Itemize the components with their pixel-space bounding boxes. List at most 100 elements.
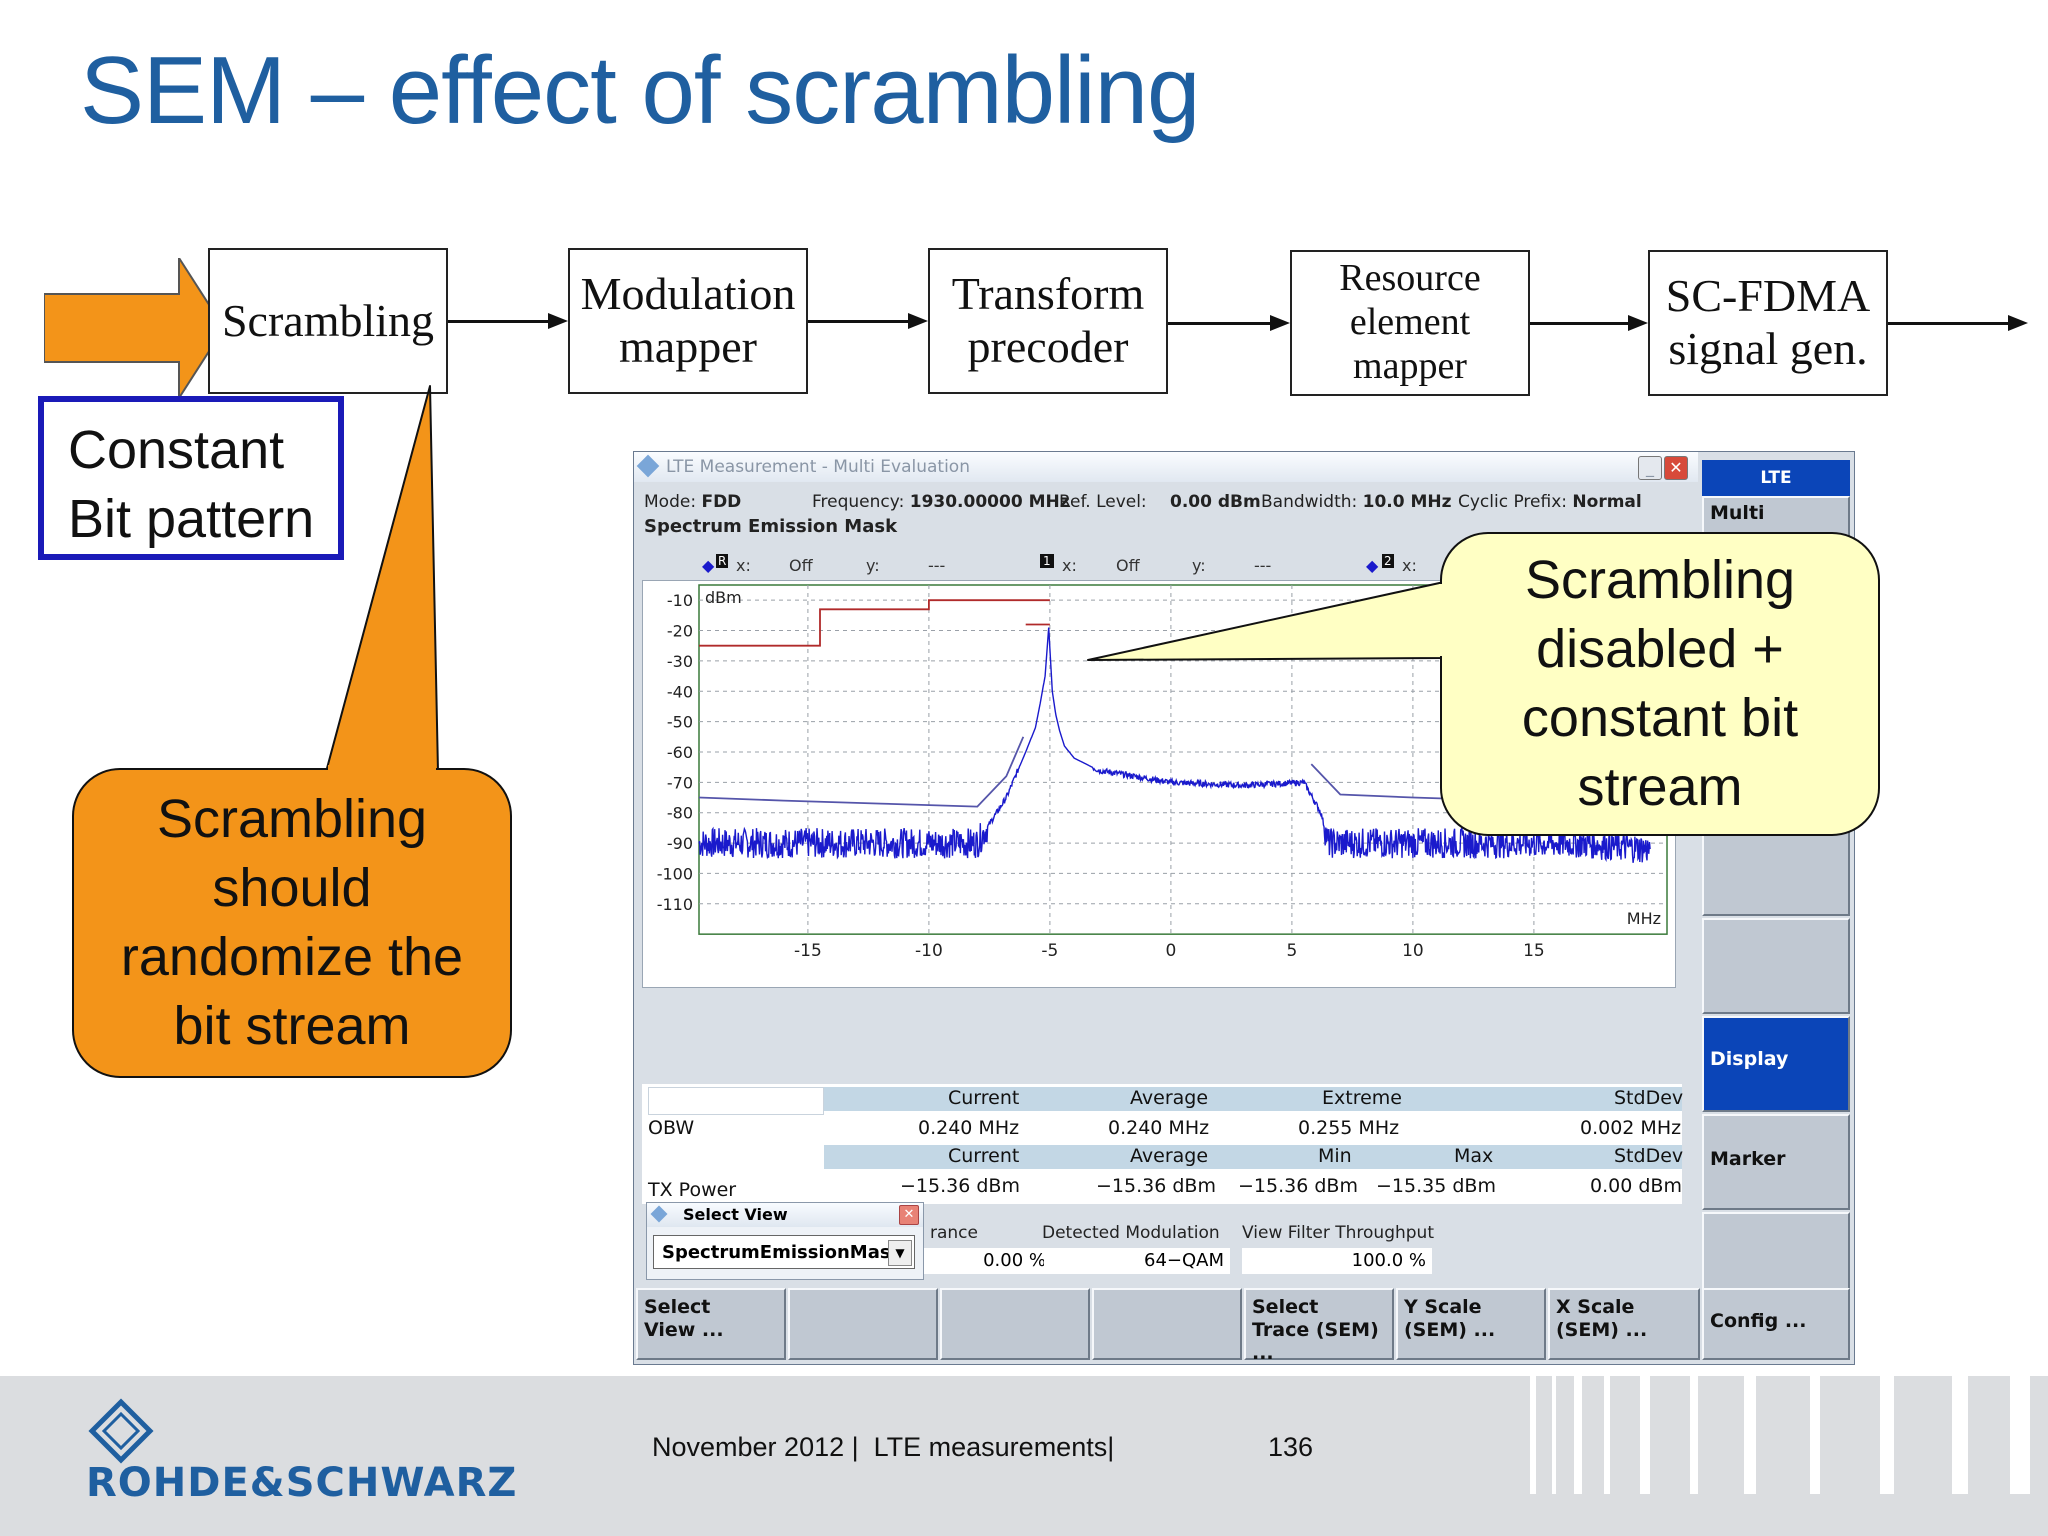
obw-average: 0.240 MHz <box>1108 1117 1210 1139</box>
mode-label: Mode: <box>644 492 697 512</box>
chain-arrow-head <box>2008 315 2028 331</box>
block-label: Scrambling <box>221 294 435 346</box>
y-tick-label: -10 <box>667 591 693 610</box>
obw-header-extreme: Extreme <box>1322 1087 1402 1109</box>
series-upper-trace <box>698 736 1025 808</box>
block-resource-element-mapper: Resource element mapper <box>1290 250 1530 396</box>
softkey-2[interactable] <box>788 1288 938 1360</box>
callout-scrambling-randomize: Scrambling should randomize the bit stre… <box>72 768 512 1078</box>
frequency-info: Frequency: 1930.00000 MHz <box>812 492 1070 512</box>
close-button[interactable]: ✕ <box>1664 456 1688 480</box>
info-bar: Mode: FDD <box>644 492 741 512</box>
y-tick-label: -20 <box>667 622 693 641</box>
select-view-popup: Select View ✕ SpectrumEmissionMask ▼ <box>646 1202 924 1280</box>
cyclic-prefix-info: Cyclic Prefix: Normal <box>1458 492 1642 512</box>
softkey-3[interactable] <box>940 1288 1090 1360</box>
ref-level-value: 0.00 dBm <box>1170 492 1261 512</box>
view-filter-throughput-header: View Filter Throughput <box>1242 1223 1434 1243</box>
y-scale-button[interactable]: Y Scale (SEM) ... <box>1396 1288 1546 1360</box>
box-line: Bit pattern <box>68 489 315 550</box>
marker-r-y-label: y: <box>866 556 880 575</box>
box-line: Constant <box>68 420 285 480</box>
x-tick-label: 15 <box>1523 941 1545 961</box>
obw-header-current: Current <box>948 1087 1020 1109</box>
bandwidth-value: 10.0 MHz <box>1362 492 1452 512</box>
x-scale-button[interactable]: X Scale (SEM) ... <box>1548 1288 1700 1360</box>
tx-min: −15.36 dBm <box>1238 1175 1358 1197</box>
block-label: Transform <box>951 268 1145 320</box>
block-sc-fdma: SC-FDMA signal gen. <box>1648 250 1888 396</box>
softkey-line: Select <box>644 1296 711 1318</box>
footer-stripe <box>1810 1376 1820 1494</box>
block-scrambling: Scrambling <box>208 248 448 394</box>
footer-bar: ROHDE&SCHWARZ November 2012 | LTE measur… <box>0 1376 2048 1536</box>
cyclic-prefix-label: Cyclic Prefix: <box>1458 492 1567 512</box>
constant-bit-pattern-box: Constant Bit pattern <box>38 396 344 560</box>
popup-close-button[interactable]: ✕ <box>899 1205 919 1225</box>
marker-r-x-label: x: <box>736 556 751 575</box>
x-tick-label: 0 <box>1165 941 1176 961</box>
tx-header-current: Current <box>948 1145 1020 1167</box>
results-table: Current Average Extreme StdDev OBW 0.240… <box>642 1084 1684 1204</box>
block-modulation-mapper: Modulation mapper <box>568 248 808 394</box>
input-arrow <box>43 254 226 403</box>
x-tick-label: -15 <box>794 941 822 961</box>
view-name: Spectrum Emission Mask <box>644 516 898 537</box>
detected-modulation-value: 64−QAM <box>1144 1250 1224 1271</box>
chain-arrow-head <box>548 313 568 329</box>
throughput-box: 100.0 % <box>1242 1248 1432 1274</box>
block-label: signal gen. <box>1668 323 1868 374</box>
cyclic-prefix-value: Normal <box>1572 492 1642 512</box>
slide-title: SEM – effect of scrambling <box>80 37 1200 144</box>
marker-1-x-label: x: <box>1062 556 1077 575</box>
softkey-line: Y Scale <box>1404 1296 1482 1318</box>
view-select-value: SpectrumEmissionMask <box>662 1242 903 1263</box>
minimize-button[interactable]: _ <box>1638 456 1662 480</box>
softkey-4[interactable] <box>1092 1288 1242 1360</box>
footer-text: November 2012 | LTE measurements| <box>652 1432 1115 1462</box>
tx-current: −15.36 dBm <box>900 1175 1020 1197</box>
select-trace-button[interactable]: Select Trace (SEM) ... <box>1244 1288 1394 1364</box>
side-button-4[interactable] <box>1702 918 1850 1014</box>
footer-stripe <box>1640 1376 1650 1494</box>
y-tick-label: -70 <box>667 773 693 792</box>
tx-power-label: TX Power <box>648 1179 737 1201</box>
block-label: mapper <box>619 321 757 372</box>
ref-level-label: Ref. Level: <box>1059 492 1147 512</box>
marker-button[interactable]: Marker <box>1702 1114 1850 1210</box>
footer-stripe <box>1690 1376 1698 1494</box>
callout-scrambling-disabled: Scrambling disabled + constant bit strea… <box>1440 532 1880 836</box>
callout-line: randomize the <box>120 927 464 987</box>
marker-bar: ◆ R x: Off y: --- 1 x: Off y: --- ◆ 2 x: <box>644 554 1702 578</box>
select-view-button[interactable]: Select View ... <box>636 1288 786 1360</box>
lte-button[interactable]: LTE <box>1702 460 1850 496</box>
block-label: precoder <box>967 321 1129 372</box>
callout-line: stream <box>1577 757 1743 818</box>
y-tick-label: -80 <box>667 804 693 823</box>
window-title: LTE Measurement - Multi Evaluation <box>666 457 970 477</box>
softkey-line: View ... <box>644 1318 724 1341</box>
rohde-schwarz-wordmark: ROHDE&SCHWARZ <box>86 1460 518 1506</box>
config-button[interactable]: Config ... <box>1702 1288 1850 1360</box>
obw-stddev: 0.002 MHz <box>1580 1117 1682 1139</box>
tx-header-max: Max <box>1454 1145 1494 1167</box>
chain-arrow <box>1168 322 1270 325</box>
callout-line: constant bit <box>1521 688 1799 748</box>
block-label: Modulation <box>580 268 796 320</box>
display-button[interactable]: Display <box>1702 1016 1850 1112</box>
frequency-label: Frequency: <box>812 492 905 512</box>
view-select[interactable]: SpectrumEmissionMask ▼ <box>653 1235 915 1269</box>
window-titlebar: LTE Measurement - Multi Evaluation _ ✕ <box>634 452 1698 482</box>
footer-stripe <box>1530 1376 1536 1494</box>
chevron-down-icon[interactable]: ▼ <box>888 1240 912 1266</box>
y-tick-label: -110 <box>657 895 693 914</box>
bandwidth-info: Bandwidth: 10.0 MHz <box>1261 492 1452 512</box>
footer-stripe <box>1880 1376 1894 1494</box>
block-label: SC-FDMA <box>1665 270 1871 322</box>
obw-header-stddev: StdDev <box>1614 1087 1684 1109</box>
footer-stripe <box>1574 1376 1582 1494</box>
softkey-line: Select <box>1252 1296 1319 1318</box>
mode-value: FDD <box>701 492 742 512</box>
ref-level-info: Ref. Level: <box>1059 492 1147 512</box>
y-tick-label: -50 <box>667 713 693 732</box>
